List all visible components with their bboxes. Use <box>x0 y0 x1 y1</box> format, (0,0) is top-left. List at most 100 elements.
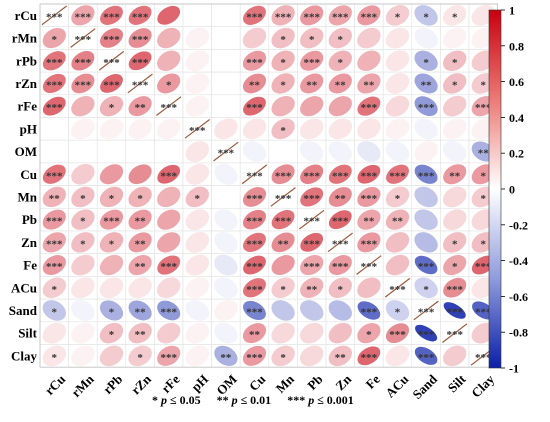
heatmap-cell: *** <box>125 3 155 28</box>
heatmap-cell: *** <box>325 3 355 28</box>
heatmap-cell: *** <box>96 208 127 232</box>
correlation-ellipse <box>71 254 95 276</box>
heatmap-cell <box>125 139 155 164</box>
heatmap-cell <box>154 208 184 232</box>
significance-stars: *** <box>389 170 406 182</box>
correlation-ellipse <box>443 232 467 253</box>
heatmap-cell <box>182 208 212 232</box>
heatmap-cell: *** <box>96 49 127 73</box>
heatmap-cell <box>68 321 98 345</box>
heatmap-cell: *** <box>268 3 298 28</box>
heatmap-cell: * <box>125 344 155 368</box>
heatmap-cell <box>154 185 184 209</box>
heatmap-cell: * <box>268 276 298 300</box>
significance-stars: * <box>395 193 401 205</box>
significance-stars: *** <box>332 261 349 273</box>
correlation-ellipse <box>42 186 66 208</box>
correlation-ellipse <box>357 301 381 320</box>
heatmap-cell: *** <box>382 162 413 186</box>
colorbar-tick-label: 0.6 <box>509 75 524 89</box>
row-label: Cu <box>20 167 37 182</box>
significance-stars: ** <box>478 148 490 160</box>
row-label: rPb <box>16 53 37 68</box>
significance-stars: *** <box>132 34 149 46</box>
correlation-ellipse <box>442 209 467 231</box>
significance-stars: ** <box>135 238 147 250</box>
significance-stars: ** <box>135 102 147 114</box>
significance-stars: * <box>80 216 86 228</box>
significance-stars: *** <box>46 261 63 273</box>
heatmap-cell: *** <box>411 94 441 118</box>
correlation-ellipse <box>128 51 152 71</box>
column-label: pH <box>188 371 211 394</box>
heatmap-cell: *** <box>297 49 327 73</box>
correlation-ellipse <box>71 232 95 253</box>
heatmap-cell <box>411 26 441 50</box>
correlation-ellipse <box>42 345 67 367</box>
correlation-ellipse <box>128 96 152 117</box>
heatmap-cell <box>239 117 270 141</box>
correlation-ellipse <box>214 300 238 321</box>
heatmap-cell: *** <box>125 26 155 50</box>
heatmap-cell <box>182 49 212 73</box>
heatmap-cell: *** <box>440 321 470 345</box>
significance-stars: *** <box>418 329 435 341</box>
significance-stars: * <box>481 170 487 182</box>
significance-stars: * <box>109 238 115 250</box>
correlation-ellipse <box>328 27 352 49</box>
heatmap-cell <box>182 276 212 300</box>
correlation-ellipse <box>271 50 295 71</box>
correlation-ellipse <box>414 232 438 253</box>
correlation-ellipse <box>156 277 181 299</box>
significance-stars: *** <box>160 170 177 182</box>
significance-stars: * <box>52 34 58 46</box>
correlation-ellipse <box>385 118 410 140</box>
heatmap-cell <box>154 139 184 164</box>
diagonal-line <box>184 119 210 139</box>
heatmap-cell: * <box>268 26 298 50</box>
significance-stars: *** <box>75 79 92 91</box>
row-label: Zn <box>21 235 38 250</box>
correlation-ellipse <box>385 232 410 253</box>
heatmap-cell: *** <box>68 3 98 28</box>
correlation-ellipse <box>386 164 409 184</box>
significance-stars: ** <box>363 79 375 91</box>
significance-stars: * <box>395 306 401 318</box>
correlation-ellipse <box>157 322 181 344</box>
significance-stars: ** <box>135 261 147 273</box>
heatmap-cell <box>440 185 470 209</box>
column-label: rPb <box>100 371 125 396</box>
significance-stars: *** <box>303 57 320 69</box>
heatmap-cell: * <box>325 49 355 73</box>
significance-stars: *** <box>103 216 120 228</box>
heatmap-cell <box>182 3 212 28</box>
correlation-ellipse <box>271 277 295 299</box>
heatmap-cell: *** <box>354 185 384 209</box>
significance-stars: *** <box>332 11 349 23</box>
correlation-ellipse <box>271 118 295 140</box>
correlation-ellipse <box>100 74 123 93</box>
colorbar-tick-label: 0 <box>509 183 515 197</box>
correlation-ellipse <box>214 118 238 140</box>
correlation-ellipse <box>214 73 238 94</box>
significance-stars: * <box>52 284 58 296</box>
significance-stars: * <box>280 125 286 137</box>
heatmap-cell: *** <box>325 208 355 232</box>
correlation-ellipse <box>71 345 95 367</box>
legend-item: * p ≤ 0.05 <box>152 393 201 407</box>
heatmap-cell <box>96 139 127 164</box>
heatmap-cell: *** <box>297 185 327 209</box>
correlation-ellipse <box>442 27 467 49</box>
heatmap-cell: *** <box>411 298 441 323</box>
significance-stars: ** <box>135 306 147 318</box>
heatmap-cell: *** <box>125 49 155 73</box>
significance-stars: *** <box>275 216 292 228</box>
correlation-ellipse <box>185 141 210 162</box>
correlation-ellipse <box>385 323 410 344</box>
heatmap-cell <box>96 117 127 141</box>
significance-stars: * <box>452 79 458 91</box>
significance-legend: * p ≤ 0.05 ** p ≤ 0.01 *** p ≤ 0.001 <box>152 393 354 407</box>
heatmap-cell: *** <box>154 162 184 186</box>
significance-stars: *** <box>332 238 349 250</box>
correlation-ellipse <box>243 232 266 252</box>
